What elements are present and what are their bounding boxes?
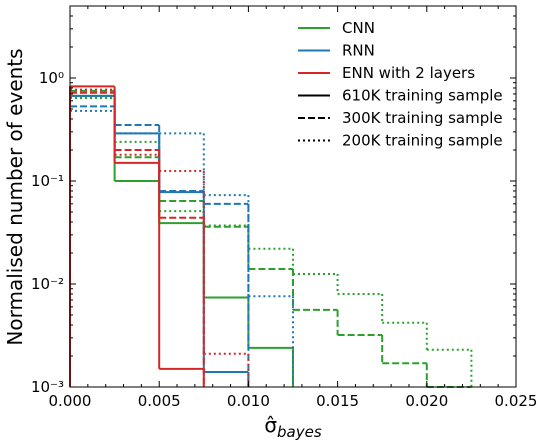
y-tick-label: 10⁰ (39, 69, 64, 87)
y-tick-label: 10⁻³ (31, 378, 64, 396)
legend-label: 200K training sample (342, 132, 503, 150)
x-axis-label: σ̂bayes (264, 413, 322, 441)
x-tick-label: 0.020 (405, 392, 448, 410)
x-tick-label: 0.025 (495, 392, 538, 410)
y-axis-label: Normalised number of events (3, 48, 27, 345)
legend-label: ENN with 2 layers (342, 64, 475, 82)
legend-label: 300K training sample (342, 109, 503, 127)
y-tick-label: 10⁻² (31, 275, 64, 293)
legend-label: 610K training sample (342, 87, 503, 105)
x-tick-label: 0.010 (227, 392, 270, 410)
legend-label: RNN (342, 42, 375, 60)
x-label-subscript: bayes (277, 423, 322, 441)
x-tick-label: 0.000 (49, 392, 92, 410)
x-tick-label: 0.015 (316, 392, 359, 410)
x-label-symbol: σ̂ (264, 413, 277, 437)
legend-label: CNN (342, 19, 375, 37)
x-tick-label: 0.005 (138, 392, 181, 410)
y-tick-label: 10⁻¹ (31, 172, 64, 190)
